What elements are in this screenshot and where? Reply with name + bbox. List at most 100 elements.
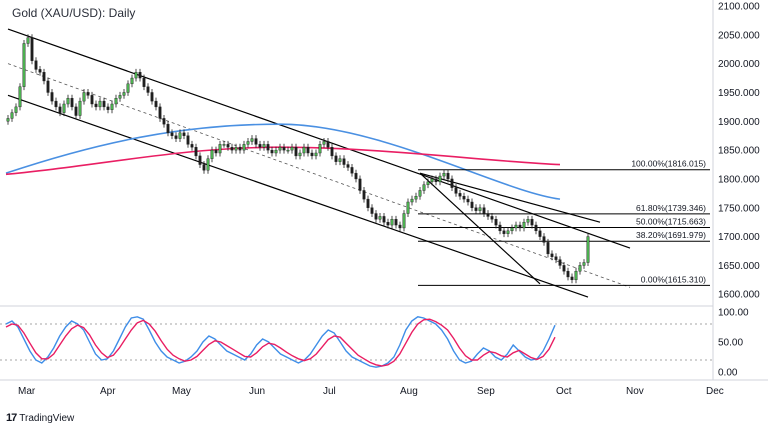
candle-body bbox=[378, 216, 382, 220]
candle-body bbox=[18, 86, 22, 108]
candle-body bbox=[218, 144, 222, 154]
time-tick-label: Apr bbox=[100, 386, 116, 397]
candle-body bbox=[158, 106, 162, 119]
moving-average-fast-line bbox=[5, 123, 561, 200]
candle-body bbox=[586, 236, 590, 263]
candle-body bbox=[298, 152, 302, 157]
moving-average-slow-line bbox=[5, 146, 561, 176]
candle-body bbox=[30, 37, 34, 61]
price-tick-label: 2050.000 bbox=[718, 30, 760, 41]
channel-lower-line bbox=[7, 94, 589, 298]
candle-body bbox=[366, 198, 370, 208]
candle-body bbox=[202, 164, 206, 171]
candle-body bbox=[82, 92, 86, 102]
candle-body bbox=[86, 92, 90, 96]
candle-body bbox=[286, 149, 290, 152]
candle-body bbox=[382, 216, 386, 223]
candle-body bbox=[502, 230, 506, 234]
price-tick-label: 2100.000 bbox=[718, 2, 760, 13]
candle-body bbox=[534, 224, 538, 232]
candle-body bbox=[134, 72, 138, 79]
candle-body bbox=[210, 149, 214, 159]
candle-body bbox=[334, 155, 338, 162]
candle-body bbox=[170, 132, 174, 136]
candle-body bbox=[162, 118, 166, 125]
candle-body bbox=[566, 270, 570, 278]
candle-body bbox=[546, 242, 550, 255]
candle-body bbox=[46, 80, 50, 93]
candle-body bbox=[74, 106, 78, 116]
candle-body bbox=[254, 138, 258, 145]
price-tick-label: 2000.000 bbox=[718, 59, 760, 70]
candle-body bbox=[198, 155, 202, 165]
candle-body bbox=[26, 37, 30, 44]
price-tick-label: 1700.000 bbox=[718, 232, 760, 243]
candle-body bbox=[574, 270, 578, 281]
price-tick-label: 1850.000 bbox=[718, 146, 760, 157]
candle-body bbox=[434, 178, 438, 183]
candle-body bbox=[6, 118, 10, 122]
candle-body bbox=[322, 141, 326, 145]
candle-body bbox=[354, 172, 358, 180]
candle-body bbox=[10, 112, 14, 119]
candle-body bbox=[34, 60, 38, 70]
candle-body bbox=[278, 147, 282, 151]
stochastic-oscillator: 100.00 50.00 0.00 bbox=[0, 308, 749, 379]
candle-body bbox=[398, 224, 402, 229]
candle-body bbox=[118, 95, 122, 99]
candle-body bbox=[106, 106, 110, 110]
candle-body bbox=[274, 149, 278, 154]
tradingview-logo: 17 TradingView bbox=[6, 412, 74, 424]
candle-body bbox=[166, 123, 170, 134]
candle-body bbox=[370, 207, 374, 214]
candle-body bbox=[562, 265, 566, 272]
candle-body bbox=[470, 201, 474, 208]
candle-body bbox=[430, 178, 434, 183]
candle-body bbox=[234, 147, 238, 151]
price-tick-label: 1650.000 bbox=[718, 261, 760, 272]
candle-body bbox=[406, 201, 410, 214]
candle-body bbox=[450, 178, 454, 188]
candle-body bbox=[306, 147, 310, 154]
candle-body bbox=[558, 259, 562, 266]
candle-body bbox=[506, 230, 510, 234]
candle-body bbox=[570, 276, 574, 281]
candle-body bbox=[150, 92, 154, 102]
stoch-tick-label: 50.00 bbox=[718, 338, 743, 349]
candle-body bbox=[458, 193, 462, 197]
candle-body bbox=[462, 196, 466, 200]
time-tick-label: Dec bbox=[706, 386, 724, 397]
candle-body bbox=[58, 106, 62, 113]
candle-body bbox=[362, 190, 366, 200]
candle-body bbox=[514, 224, 518, 229]
candle-body bbox=[418, 190, 422, 197]
brand-name: TradingView bbox=[19, 412, 75, 424]
candle-body bbox=[242, 144, 246, 151]
candle-body bbox=[482, 207, 486, 214]
candle-body bbox=[70, 98, 74, 108]
candle-body bbox=[346, 164, 350, 168]
fib-level-label: 38.20%(1691.979) bbox=[636, 230, 706, 240]
candle-body bbox=[238, 147, 242, 151]
candle-body bbox=[114, 98, 118, 105]
time-axis: Mar Apr May Jun Jul Aug Sep Oct Nov Dec bbox=[18, 386, 724, 397]
candle-body bbox=[98, 100, 102, 108]
candle-body bbox=[410, 198, 414, 203]
tradingview-icon: 17 bbox=[6, 412, 17, 424]
candle-body bbox=[326, 141, 330, 148]
price-tick-label: 1750.000 bbox=[718, 203, 760, 214]
candle-body bbox=[178, 132, 182, 139]
candle-body bbox=[338, 158, 342, 162]
candle-body bbox=[154, 100, 158, 108]
fib-level-label: 0.00%(1615.310) bbox=[641, 274, 706, 284]
short-trend-line-lower bbox=[419, 172, 541, 285]
candle-body bbox=[422, 184, 426, 191]
candle-body bbox=[486, 213, 490, 217]
price-tick-label: 1900.000 bbox=[718, 117, 760, 128]
candle-body bbox=[14, 106, 18, 113]
candle-body bbox=[146, 86, 150, 93]
candle-body bbox=[426, 181, 430, 185]
candle-body bbox=[446, 172, 450, 180]
candle-body bbox=[314, 152, 318, 157]
